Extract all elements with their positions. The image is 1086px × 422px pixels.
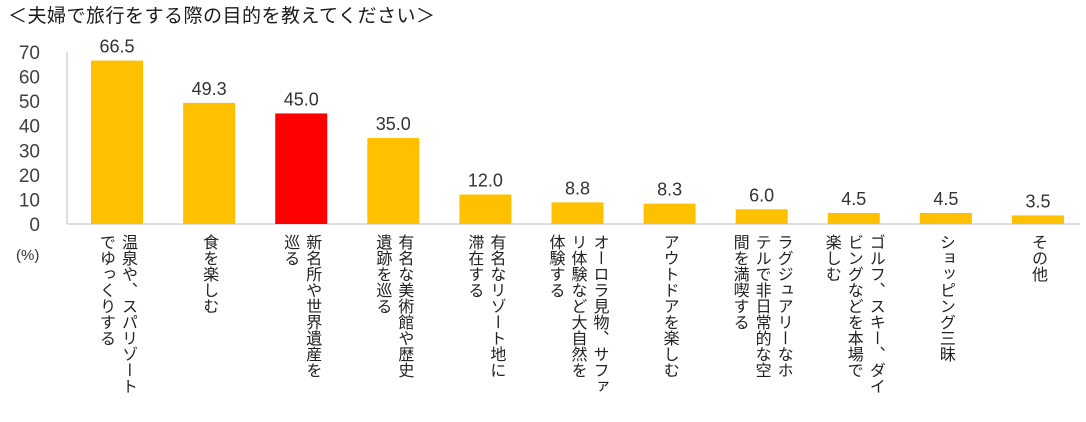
data-label: 12.0 xyxy=(468,171,503,191)
bar xyxy=(735,209,788,224)
bar xyxy=(551,202,604,224)
bar xyxy=(919,212,972,224)
category-label: 食を楽しむ xyxy=(200,234,220,314)
y-tick-label: 50 xyxy=(19,92,40,113)
category-label: ゴルフ、スキー、ダイ ビングなどを本場で 楽しむ xyxy=(822,234,886,394)
data-label: 4.5 xyxy=(841,189,866,209)
unit-label: (%) xyxy=(16,247,40,264)
category-label: その他 xyxy=(1028,234,1048,282)
chart-title: ＜夫婦で旅行をする際の目的を教えてください＞ xyxy=(8,5,436,27)
bar xyxy=(275,113,328,224)
category-label: 新名所や世界遺産を 巡る xyxy=(281,234,323,378)
category-label: 温泉や、スパリゾート でゆっくりする xyxy=(97,234,139,394)
category-label: 有名な美術館や歴史 遺跡を巡る xyxy=(373,234,415,378)
category-label: 有名なリゾート地に 滞在する xyxy=(465,234,507,378)
data-label: 66.5 xyxy=(100,37,135,57)
y-tick-label: 40 xyxy=(19,117,40,138)
category-label: ラグジュアリーなホ テルで非日常的な空 間を満喫する xyxy=(730,234,794,378)
data-label: 8.8 xyxy=(565,178,590,198)
y-tick-label: 0 xyxy=(29,215,40,236)
data-label: 6.0 xyxy=(749,185,774,205)
data-label: 45.0 xyxy=(284,89,319,109)
data-label: 8.3 xyxy=(657,180,682,200)
category-label: オーロラ見物、サファ リ体験など大自然を 体験する xyxy=(546,234,610,394)
data-label: 49.3 xyxy=(192,79,227,99)
y-axis: 0 10 20 30 40 50 60 70 xyxy=(19,43,1080,236)
bar xyxy=(183,102,236,224)
data-label: 35.0 xyxy=(376,114,411,134)
y-tick-label: 30 xyxy=(19,141,40,162)
bar xyxy=(91,60,144,224)
y-tick-label: 20 xyxy=(19,166,40,187)
y-tick-label: 60 xyxy=(19,68,40,89)
bar xyxy=(367,138,420,224)
bar xyxy=(459,194,512,224)
y-tick-label: 70 xyxy=(19,43,40,64)
data-label: 3.5 xyxy=(1025,191,1050,211)
category-label: アウトドアを楽しむ xyxy=(660,234,680,378)
bar xyxy=(827,212,880,224)
y-tick-label: 10 xyxy=(19,190,40,211)
bar xyxy=(643,203,696,224)
category-label: ショッピング三昧 xyxy=(936,234,956,362)
bars xyxy=(91,60,1064,224)
data-label: 4.5 xyxy=(933,189,958,209)
data-labels: 66.5 49.3 45.0 35.0 12.0 8.8 8.3 6.0 4.5 4.5 3.5 xyxy=(100,37,1051,212)
bar xyxy=(1011,215,1064,224)
